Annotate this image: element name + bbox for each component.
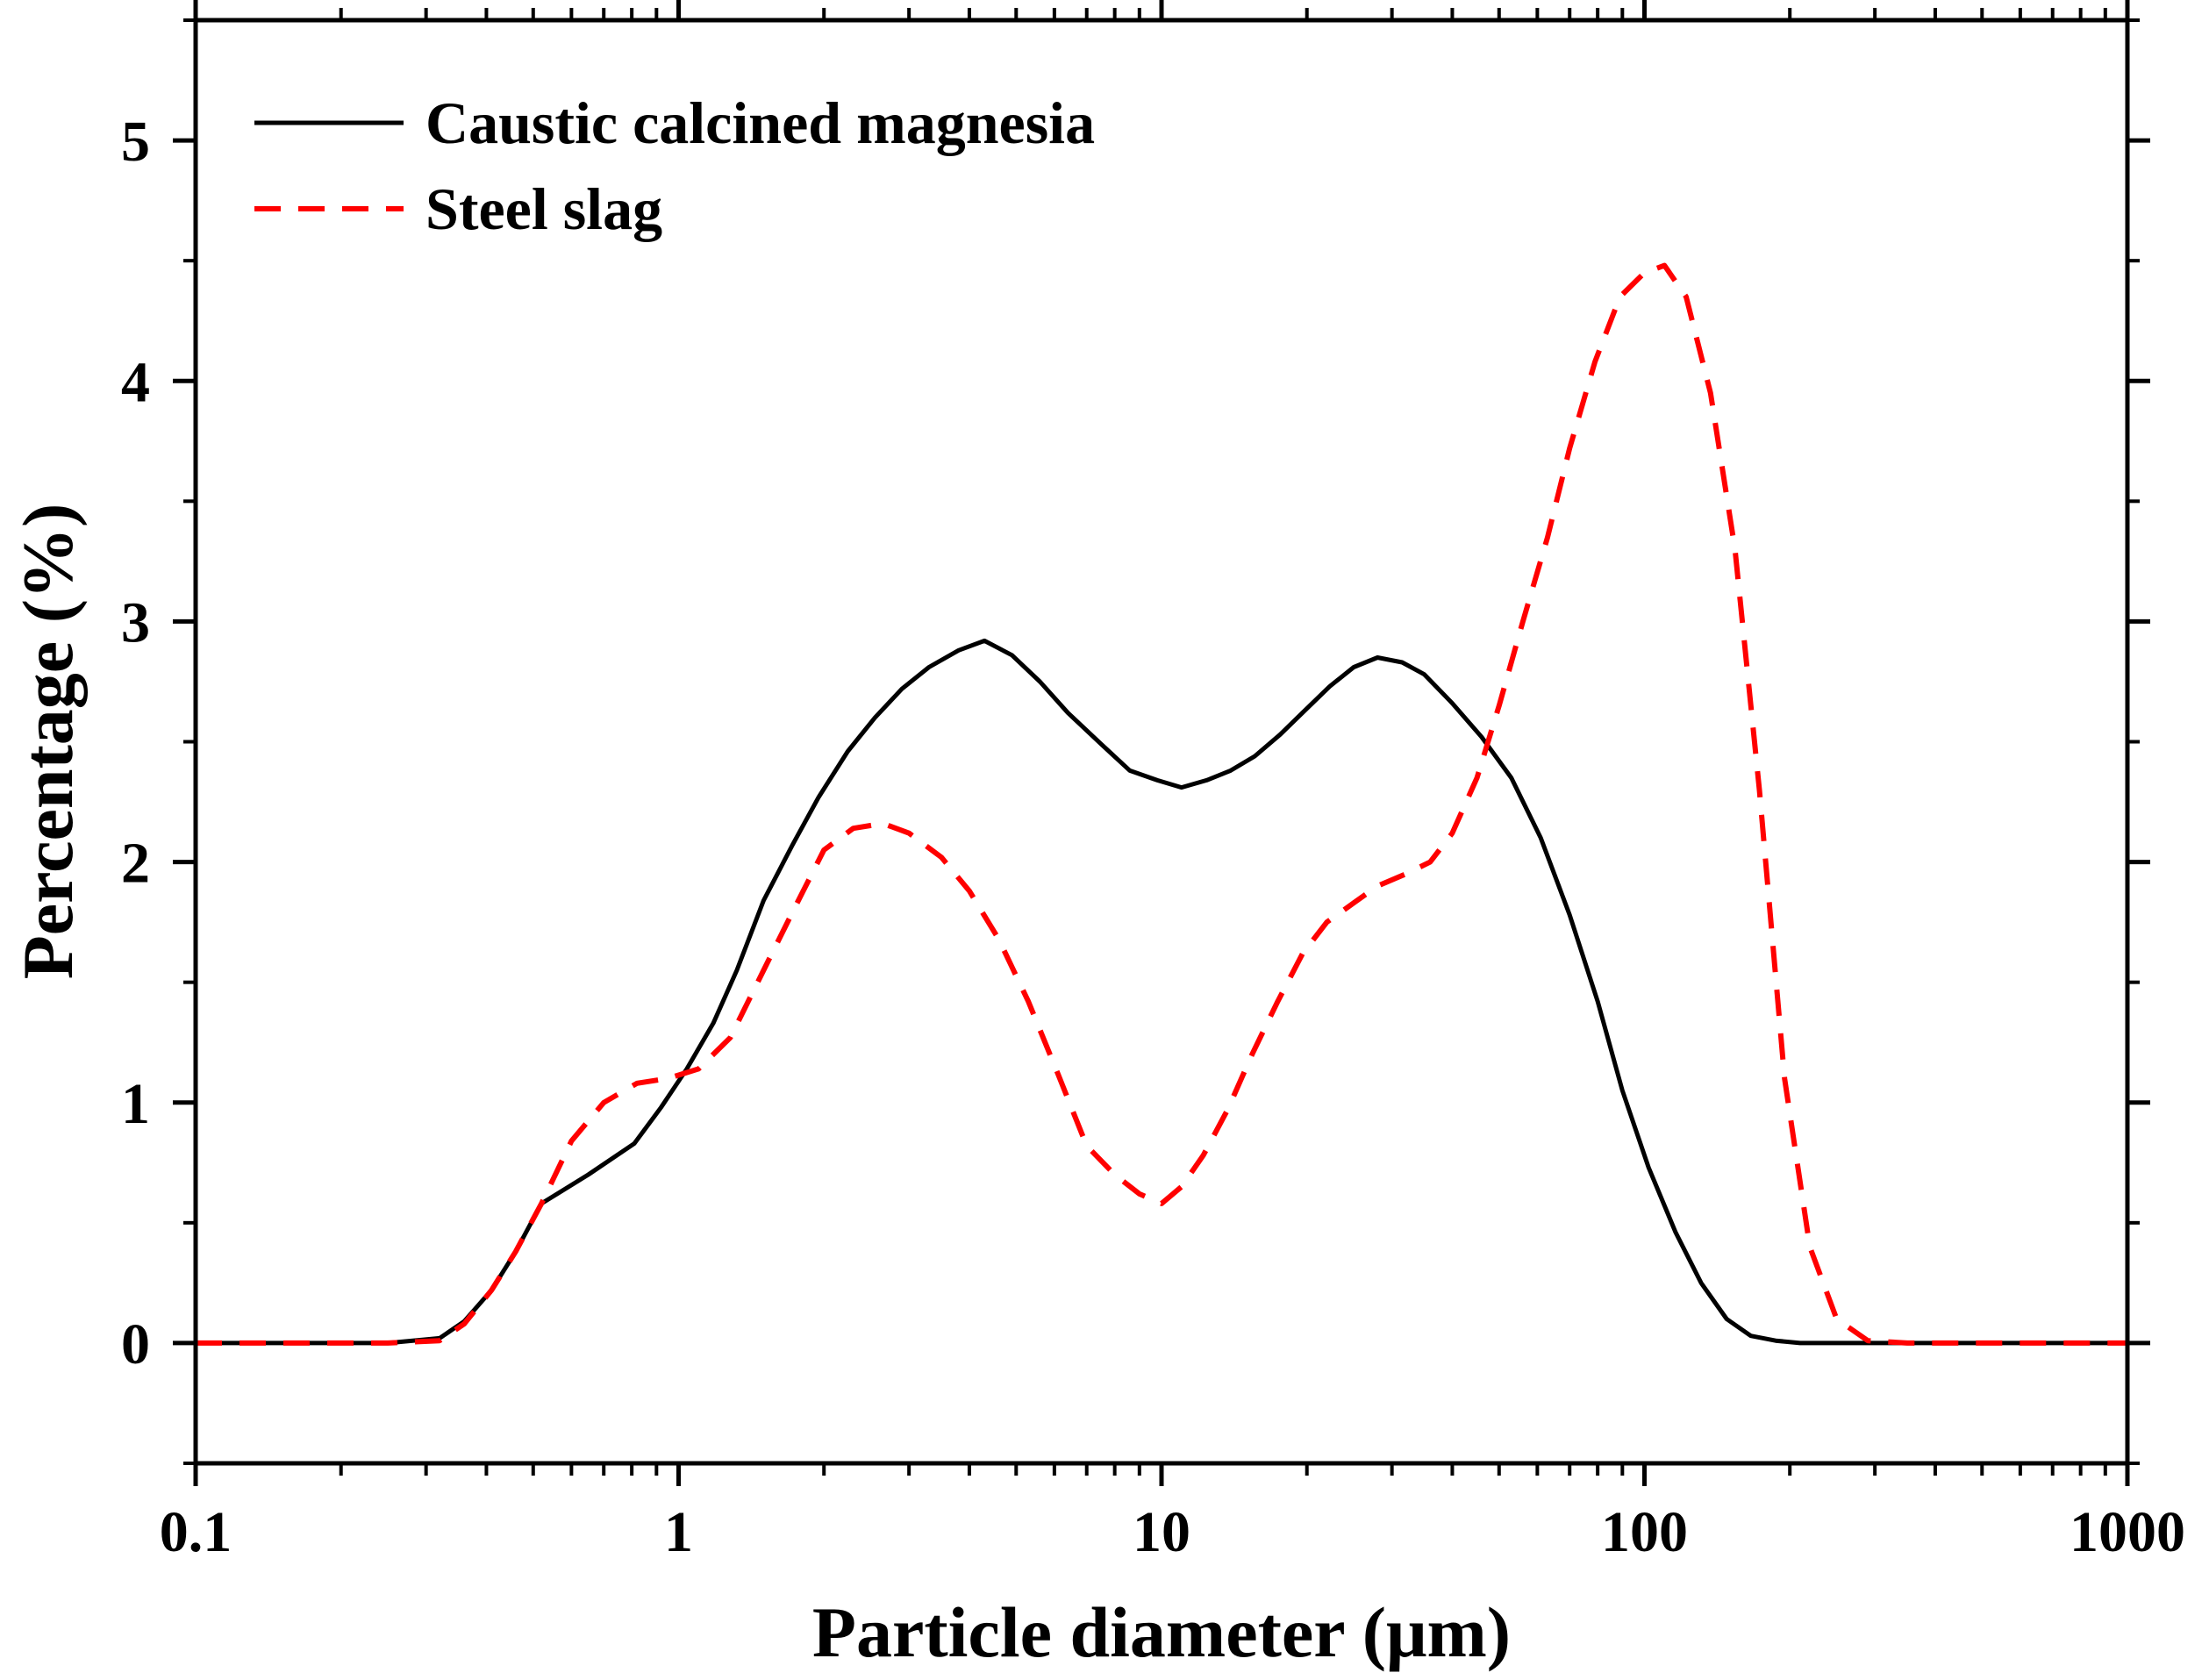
x-tick-label: 100 — [1601, 1500, 1688, 1564]
y-tick-label: 0 — [121, 1312, 150, 1376]
x-tick-label: 1 — [664, 1500, 693, 1564]
y-tick-label: 5 — [121, 110, 150, 174]
series-line-steel-slag — [196, 262, 2127, 1346]
x-axis-title: Particle diameter (μm) — [812, 1592, 1511, 1672]
y-tick-label: 4 — [121, 350, 150, 414]
y-axis-title: Percentage (%) — [8, 504, 88, 980]
y-tick-label: 2 — [121, 832, 150, 896]
x-tick-label: 10 — [1133, 1500, 1190, 1564]
legend: Caustic calcined magnesia Steel slag — [254, 89, 1095, 242]
legend-label-steel-slag: Steel slag — [425, 175, 662, 242]
x-tick-label: 0.1 — [160, 1500, 232, 1564]
series-layer — [196, 262, 2127, 1346]
series-line-caustic-calcined-magnesia — [196, 638, 2127, 1346]
ticks-layer — [173, 0, 2150, 1486]
y-tick-label: 1 — [121, 1072, 150, 1136]
labels-layer: 0.1 1 10 100 1000 0 1 2 3 4 5 — [121, 110, 2185, 1564]
legend-label-magnesia: Caustic calcined magnesia — [425, 89, 1095, 156]
x-tick-label: 1000 — [2070, 1500, 2185, 1564]
y-tick-label: 3 — [121, 590, 150, 654]
